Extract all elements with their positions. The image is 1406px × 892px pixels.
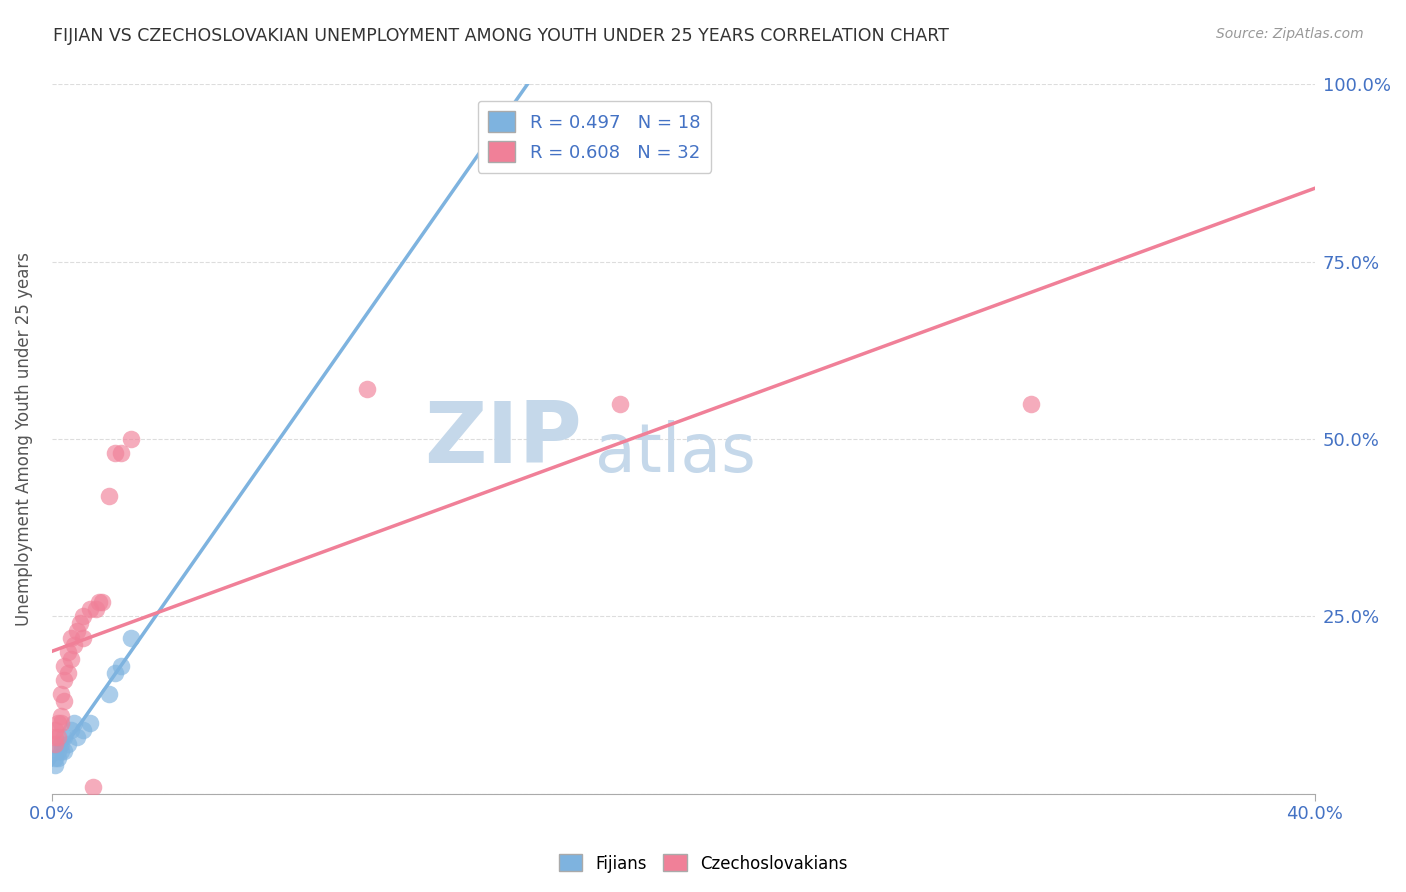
Point	[97, 687, 120, 701]
Point	[104, 666, 127, 681]
Point	[44, 737, 66, 751]
Text: FIJIAN VS CZECHOSLOVAKIAN UNEMPLOYMENT AMONG YOUTH UNDER 25 YEARS CORRELATION CH: FIJIAN VS CZECHOSLOVAKIAN UNEMPLOYMENT A…	[53, 27, 949, 45]
Point	[59, 723, 82, 737]
Point	[356, 383, 378, 397]
Text: ZIP: ZIP	[425, 398, 582, 481]
Point	[44, 758, 66, 772]
Point	[104, 446, 127, 460]
Point	[82, 780, 104, 794]
Point	[120, 631, 142, 645]
Text: atlas: atlas	[595, 420, 755, 486]
Point	[56, 645, 79, 659]
Point	[53, 744, 76, 758]
Point	[53, 694, 76, 708]
Point	[51, 744, 73, 758]
Point	[79, 715, 101, 730]
Point	[609, 396, 631, 410]
Point	[69, 616, 91, 631]
Point	[59, 631, 82, 645]
Point	[46, 744, 69, 758]
Point	[56, 666, 79, 681]
Point	[53, 659, 76, 673]
Legend: Fijians, Czechoslovakians: Fijians, Czechoslovakians	[551, 847, 855, 880]
Point	[56, 737, 79, 751]
Point	[44, 730, 66, 744]
Point	[44, 723, 66, 737]
Legend: R = 0.497   N = 18, R = 0.608   N = 32: R = 0.497 N = 18, R = 0.608 N = 32	[478, 101, 711, 173]
Point	[1019, 396, 1042, 410]
Point	[51, 687, 73, 701]
Point	[66, 730, 89, 744]
Point	[72, 609, 94, 624]
Point	[44, 751, 66, 765]
Point	[46, 730, 69, 744]
Point	[63, 638, 86, 652]
Point	[46, 751, 69, 765]
Text: Source: ZipAtlas.com: Source: ZipAtlas.com	[1216, 27, 1364, 41]
Point	[63, 715, 86, 730]
Point	[66, 624, 89, 638]
Point	[59, 652, 82, 666]
Point	[110, 659, 132, 673]
Point	[91, 595, 114, 609]
Point	[72, 631, 94, 645]
Point	[53, 673, 76, 688]
Point	[51, 708, 73, 723]
Point	[84, 602, 107, 616]
Point	[46, 715, 69, 730]
Point	[120, 432, 142, 446]
Point	[51, 715, 73, 730]
Point	[97, 489, 120, 503]
Point	[51, 737, 73, 751]
Point	[87, 595, 110, 609]
Y-axis label: Unemployment Among Youth under 25 years: Unemployment Among Youth under 25 years	[15, 252, 32, 626]
Point	[110, 446, 132, 460]
Point	[53, 730, 76, 744]
Point	[72, 723, 94, 737]
Point	[79, 602, 101, 616]
